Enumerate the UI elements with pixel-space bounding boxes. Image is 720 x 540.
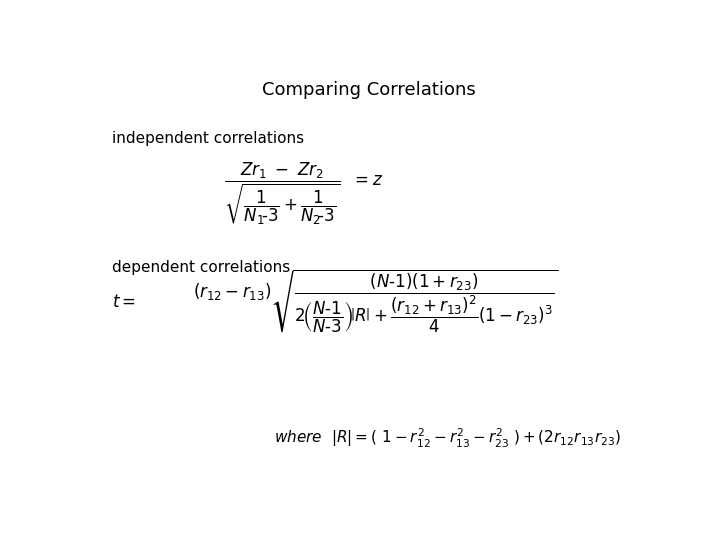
Text: $(r_{12} - r_{13})\sqrt{\dfrac{(N\text{-}1)(1 + r_{23})}{2\!\left(\dfrac{N\text{: $(r_{12} - r_{13})\sqrt{\dfrac{(N\text{-… xyxy=(193,268,559,335)
Text: Comparing Correlations: Comparing Correlations xyxy=(262,82,476,99)
Text: dependent correlations: dependent correlations xyxy=(112,260,291,275)
Text: independent correlations: independent correlations xyxy=(112,131,305,146)
Text: $where \ \ |R| = (\ 1 - r^2_{12} - r^2_{13} - r^2_{23}\ ) + (2r_{12}r_{13}r_{23}: $where \ \ |R| = (\ 1 - r^2_{12} - r^2_{… xyxy=(274,427,621,450)
Text: $\dfrac{Zr_1 \ - \ Zr_2}{\sqrt{\dfrac{1}{N_1\!\text{-}3} + \dfrac{1}{N_2\!\text{: $\dfrac{Zr_1 \ - \ Zr_2}{\sqrt{\dfrac{1}… xyxy=(224,160,383,227)
Text: $t = $: $t = $ xyxy=(112,293,136,311)
